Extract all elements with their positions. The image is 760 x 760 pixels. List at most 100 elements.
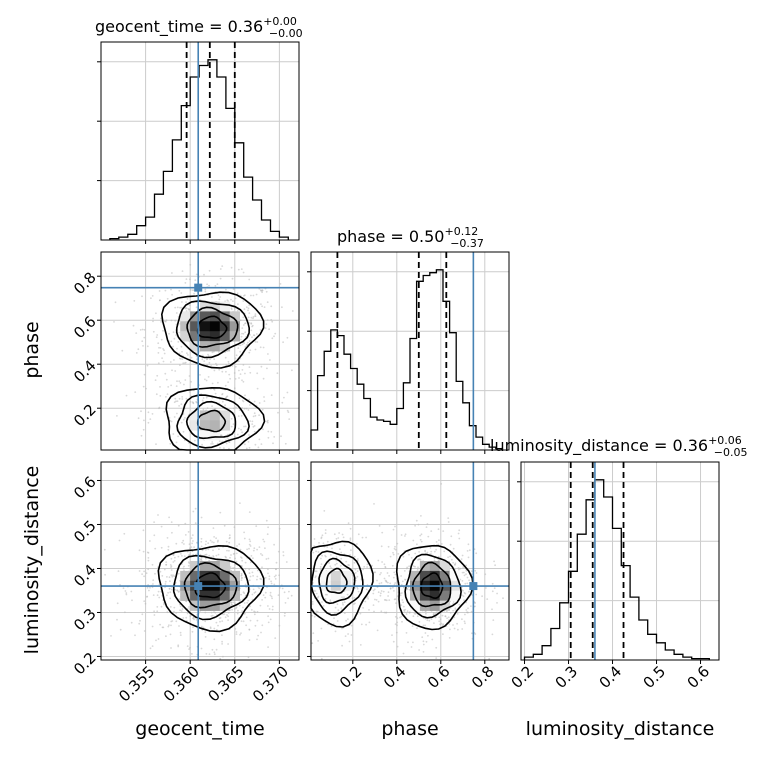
scatter-point: [176, 380, 178, 383]
scatter-point: [417, 523, 420, 526]
scatter-point: [366, 596, 369, 598]
scatter-point: [183, 439, 186, 442]
scatter-point: [143, 328, 146, 331]
scatter-point: [242, 364, 245, 366]
scatter-point: [238, 604, 241, 607]
scatter-point: [420, 515, 422, 517]
scatter-point: [336, 603, 339, 606]
scatter-point: [453, 616, 456, 619]
scatter-point: [189, 263, 192, 266]
scatter-point: [282, 341, 284, 344]
scatter-point: [422, 640, 425, 643]
scatter-point: [164, 372, 167, 375]
scatter-point: [240, 577, 243, 579]
scatter-point: [275, 568, 277, 571]
scatter-point: [273, 543, 275, 546]
scatter-point: [396, 542, 399, 545]
x-tick-label: 0.2: [508, 662, 538, 692]
scatter-point: [174, 306, 177, 309]
scatter-point: [232, 601, 235, 604]
scatter-point: [474, 569, 477, 572]
scatter-point: [430, 618, 433, 621]
scatter-point: [151, 413, 154, 415]
scatter-point: [271, 320, 274, 323]
density-cell: [209, 570, 221, 582]
scatter-point: [459, 567, 461, 570]
scatter-point: [418, 558, 420, 561]
scatter-point: [319, 568, 322, 571]
scatter-point: [271, 608, 274, 611]
scatter-point: [255, 333, 258, 335]
scatter-point: [142, 385, 145, 388]
scatter-point: [437, 528, 440, 531]
scatter-point: [430, 550, 433, 553]
scatter-point: [437, 543, 440, 546]
scatter-point: [432, 612, 435, 614]
scatter-point: [246, 548, 249, 551]
scatter-point: [212, 527, 215, 529]
scatter-point: [208, 653, 211, 655]
scatter-point: [456, 613, 459, 615]
scatter-point: [244, 425, 247, 428]
scatter-point: [365, 623, 367, 626]
scatter-point: [152, 317, 155, 320]
scatter-point: [243, 308, 246, 311]
scatter-point: [163, 410, 166, 413]
scatter-point: [408, 611, 411, 614]
scatter-point: [245, 306, 248, 309]
scatter-point: [278, 527, 281, 530]
scatter-point: [241, 610, 244, 612]
scatter-point: [157, 352, 160, 354]
scatter-point: [418, 551, 420, 553]
x-axis-label-luminosity-distance: luminosity_distance: [526, 718, 715, 740]
scatter-point: [277, 594, 280, 596]
scatter-point: [118, 539, 121, 542]
scatter-point: [224, 384, 227, 387]
scatter-point: [143, 373, 146, 376]
scatter-point: [468, 590, 470, 593]
scatter-point: [205, 557, 207, 560]
scatter-point: [267, 430, 270, 433]
scatter-point: [265, 323, 268, 326]
scatter-point: [457, 628, 459, 631]
scatter-point: [253, 592, 256, 594]
scatter-point: [189, 400, 192, 403]
scatter-point: [462, 595, 465, 598]
scatter-point: [439, 623, 441, 626]
scatter-point: [134, 391, 137, 393]
scatter-point: [241, 379, 243, 382]
y-tick-label: 0.3: [70, 605, 100, 635]
scatter-point: [229, 566, 232, 569]
scatter-point: [198, 559, 201, 562]
scatter-point: [221, 440, 224, 443]
scatter-point: [183, 383, 185, 386]
scatter-point: [159, 395, 162, 397]
scatter-point: [199, 374, 201, 376]
scatter-point: [235, 354, 238, 357]
scatter-point: [170, 565, 173, 567]
scatter-point: [465, 569, 468, 572]
scatter-point: [386, 572, 389, 574]
scatter-point: [431, 638, 434, 641]
density-cell: [190, 561, 201, 572]
scatter-point: [252, 575, 255, 577]
scatter-point: [229, 556, 231, 559]
density-cell: [190, 420, 201, 431]
scatter-point: [428, 619, 431, 622]
scatter-point: [453, 627, 456, 630]
scatter-point: [269, 591, 272, 594]
scatter-point: [256, 610, 259, 613]
scatter-point: [210, 443, 213, 445]
scatter-point: [320, 657, 323, 660]
scatter-point: [125, 593, 128, 596]
scatter-point: [468, 579, 470, 582]
scatter-point: [170, 420, 173, 423]
scatter-point: [217, 624, 219, 627]
density-cell: [429, 590, 441, 601]
scatter-point: [236, 433, 239, 436]
scatter-point: [239, 344, 242, 347]
scatter-point: [426, 551, 429, 554]
scatter-point: [314, 570, 317, 573]
scatter-point: [434, 612, 437, 615]
density-cell: [219, 600, 231, 611]
